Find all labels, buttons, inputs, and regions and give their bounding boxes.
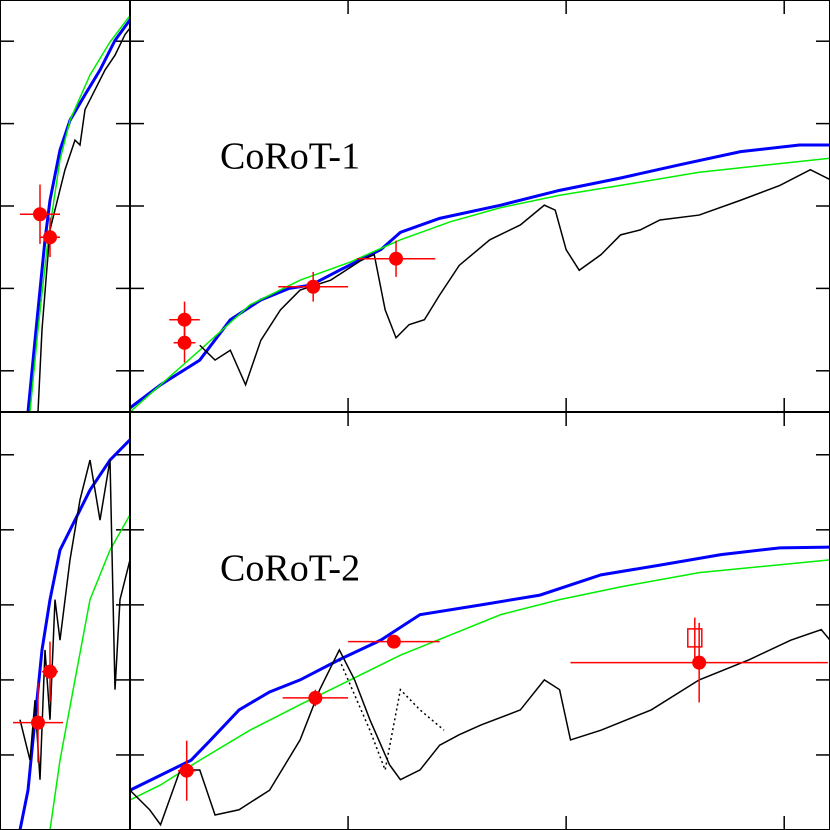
- data-point: [179, 763, 194, 778]
- curve: [49, 514, 130, 830]
- data-point: [687, 628, 703, 648]
- curve: [338, 659, 445, 773]
- curve: [130, 143, 830, 410]
- curve: [130, 628, 830, 827]
- data-point: [177, 312, 192, 327]
- data-point: [386, 634, 401, 649]
- frame: [129, 411, 830, 830]
- data-point: [43, 230, 57, 245]
- data-point: [692, 655, 707, 670]
- data-point: [33, 207, 47, 222]
- curve: [29, 15, 130, 412]
- curve: [130, 157, 830, 412]
- data-point: [389, 251, 404, 266]
- curve: [130, 559, 830, 801]
- curve: [26, 18, 130, 412]
- data-point: [308, 690, 323, 705]
- curve: [18, 438, 130, 830]
- panel-title: CoRoT-1: [220, 136, 360, 178]
- frame: [0, 411, 131, 830]
- curve: [130, 545, 830, 792]
- curve: [19, 459, 130, 780]
- panel-title: CoRoT-2: [220, 548, 360, 590]
- data-point: [43, 664, 57, 679]
- data-point: [177, 335, 192, 350]
- curve: [37, 27, 130, 412]
- data-point: [31, 715, 45, 730]
- data-point: [306, 279, 321, 294]
- curve: [199, 168, 830, 387]
